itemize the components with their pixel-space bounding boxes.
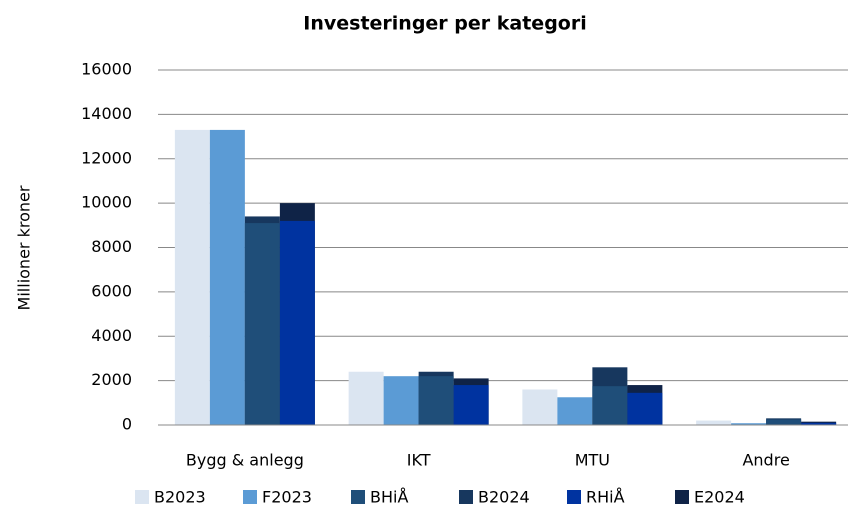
x-tick-label: Bygg & anlegg	[186, 451, 304, 470]
bar	[627, 392, 663, 425]
bar	[383, 376, 419, 425]
bar	[348, 371, 384, 425]
bar	[557, 397, 593, 425]
bar	[592, 386, 628, 425]
bar	[244, 223, 280, 425]
y-tick-label: 4000	[91, 326, 132, 345]
legend-label: BHiÅ	[370, 488, 408, 507]
bar	[174, 129, 210, 425]
y-axis-label: Millioner kroner	[15, 185, 34, 310]
bar	[522, 389, 558, 425]
bar	[696, 420, 732, 425]
y-tick-label: 12000	[81, 148, 132, 167]
legend-label: E2024	[694, 488, 745, 507]
legend-swatch	[459, 490, 473, 504]
bar	[766, 419, 802, 425]
x-tick-label: Andre	[742, 451, 789, 470]
y-tick-label: 6000	[91, 281, 132, 300]
bar	[209, 129, 245, 425]
legend-label: B2024	[478, 488, 530, 507]
legend-swatch	[135, 490, 149, 504]
legend-swatch	[675, 490, 689, 504]
bar	[453, 385, 489, 425]
legend-label: B2023	[154, 488, 206, 507]
legend-label: RHiÅ	[586, 488, 625, 507]
y-tick-label: 16000	[81, 60, 132, 79]
chart-title: Investeringer per kategori	[303, 13, 586, 35]
y-tick-label: 10000	[81, 193, 132, 212]
legend-swatch	[351, 490, 365, 504]
legend-swatch	[567, 490, 581, 504]
x-tick-label: MTU	[575, 451, 610, 470]
bar	[418, 376, 454, 425]
legend-label: F2023	[262, 488, 312, 507]
bar	[731, 423, 767, 425]
y-tick-label: 0	[122, 415, 132, 434]
x-tick-label: IKT	[407, 451, 431, 470]
y-tick-label: 2000	[91, 370, 132, 389]
y-tick-label: 8000	[91, 237, 132, 256]
y-tick-label: 14000	[81, 104, 132, 123]
legend-swatch	[243, 490, 257, 504]
bar	[279, 220, 315, 425]
bar	[801, 422, 837, 425]
